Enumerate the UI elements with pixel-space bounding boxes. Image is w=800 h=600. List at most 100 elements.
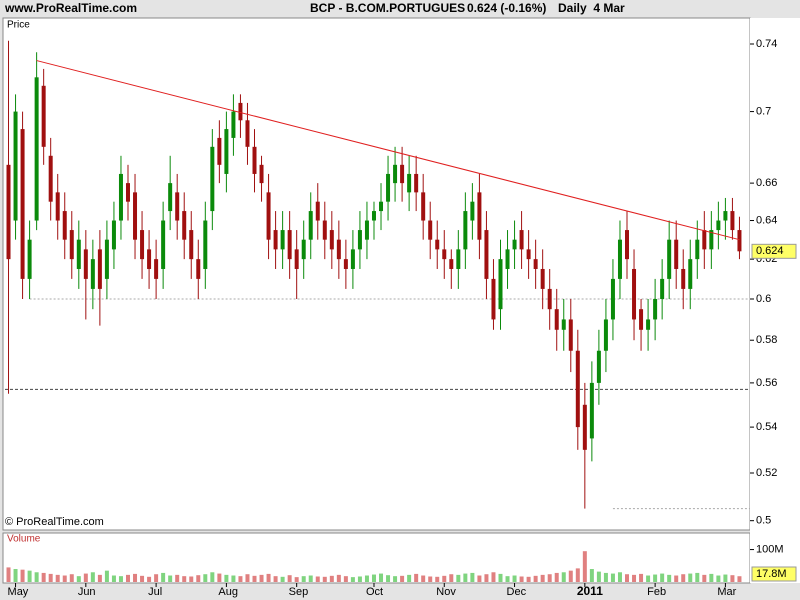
volume-bar xyxy=(491,572,496,582)
candle-body xyxy=(639,309,644,330)
candle-body xyxy=(161,220,166,269)
volume-bar xyxy=(301,576,306,582)
candle-body xyxy=(617,239,622,279)
volume-bar xyxy=(554,572,559,582)
volume-bar xyxy=(69,574,74,582)
volume-bar xyxy=(435,576,440,582)
volume-label: Volume xyxy=(7,534,41,545)
volume-bar xyxy=(449,574,454,582)
candle-body xyxy=(118,173,123,221)
candle-body xyxy=(491,278,496,320)
volume-bar xyxy=(484,574,489,582)
last-price-box xyxy=(751,243,797,259)
candle-body xyxy=(315,201,320,221)
volume-bar xyxy=(463,573,468,582)
candle-body xyxy=(674,239,679,269)
volume-bar xyxy=(660,573,665,582)
volume-bar xyxy=(154,574,159,582)
volume-bar xyxy=(322,576,327,582)
x-tick-label: May xyxy=(8,586,29,598)
candle-body xyxy=(456,249,461,269)
volume-bar xyxy=(386,575,391,582)
candle-body xyxy=(210,146,215,212)
candle-body xyxy=(203,220,208,269)
candle-body xyxy=(140,230,145,260)
volume-bar xyxy=(203,574,208,582)
candle-body xyxy=(252,146,257,174)
candle-body xyxy=(308,211,313,240)
candle-body xyxy=(435,239,440,250)
candle-body xyxy=(20,129,25,279)
candle-body xyxy=(350,249,355,269)
candle-body xyxy=(83,249,88,279)
volume-bar xyxy=(371,574,376,582)
volume-bar xyxy=(224,574,229,582)
candle-body xyxy=(76,239,81,269)
candle-body xyxy=(610,278,615,320)
volume-bar xyxy=(83,573,88,582)
volume-bar xyxy=(280,576,285,582)
candle-body xyxy=(97,249,102,289)
candle-body xyxy=(175,192,180,221)
volume-bar xyxy=(125,574,130,582)
candle-body xyxy=(568,319,573,351)
volume-bar xyxy=(519,576,524,582)
y-tick-label: 0.7 xyxy=(756,105,771,117)
volume-bar xyxy=(540,574,545,582)
x-tick-label: Nov xyxy=(436,586,456,598)
volume-bar xyxy=(343,576,348,582)
candle-body xyxy=(449,259,454,269)
candle-body xyxy=(217,137,222,165)
candle-body xyxy=(322,220,327,240)
volume-bar xyxy=(667,574,672,582)
volume-bar xyxy=(6,567,11,582)
candle-body xyxy=(554,309,559,330)
volume-bar xyxy=(730,575,735,582)
candle-body xyxy=(737,230,742,252)
x-tick-label: Mar xyxy=(717,586,736,598)
candle-body xyxy=(189,230,194,260)
candle-body xyxy=(484,230,489,279)
candle-body xyxy=(723,211,728,221)
candle-body xyxy=(596,350,601,383)
candle-body xyxy=(716,220,721,231)
candle-body xyxy=(498,259,503,310)
candle-body xyxy=(371,211,376,221)
candle-body xyxy=(90,259,95,289)
candle-body xyxy=(547,288,552,310)
y-tick-label: 0.52 xyxy=(756,467,777,479)
axis-area xyxy=(750,18,800,583)
volume-bar xyxy=(681,574,686,582)
candle-body xyxy=(301,239,306,260)
candle-body xyxy=(287,230,292,260)
volume-bar xyxy=(702,574,707,582)
volume-bar xyxy=(589,569,594,582)
volume-bar xyxy=(442,575,447,582)
volume-bar xyxy=(175,574,180,582)
last-price-label: 0.624 xyxy=(756,245,784,257)
candle-body xyxy=(104,239,109,279)
volume-bar xyxy=(329,575,334,582)
volume-bar xyxy=(407,574,412,582)
candle-body xyxy=(133,192,138,240)
candle-body xyxy=(400,164,405,184)
candle-body xyxy=(681,268,686,289)
volume-bar xyxy=(723,574,728,582)
volume-bar xyxy=(470,572,475,582)
volume-bar xyxy=(393,576,398,582)
y-tick-label: 0.74 xyxy=(756,38,777,50)
candle-body xyxy=(34,77,39,221)
y-tick-label: 0.5 xyxy=(756,515,771,527)
candle-body xyxy=(646,319,651,330)
volume-bar xyxy=(34,572,39,582)
candle-body xyxy=(688,259,693,289)
volume-bar xyxy=(632,574,637,582)
volume-bar xyxy=(625,574,630,582)
volume-bar xyxy=(688,573,693,582)
site: www.ProRealTime.com xyxy=(4,1,137,15)
volume-bar xyxy=(512,575,517,582)
candle-body xyxy=(238,102,243,121)
candle-body xyxy=(393,164,398,184)
volume-bar xyxy=(41,572,46,582)
volume-bar xyxy=(357,576,362,582)
